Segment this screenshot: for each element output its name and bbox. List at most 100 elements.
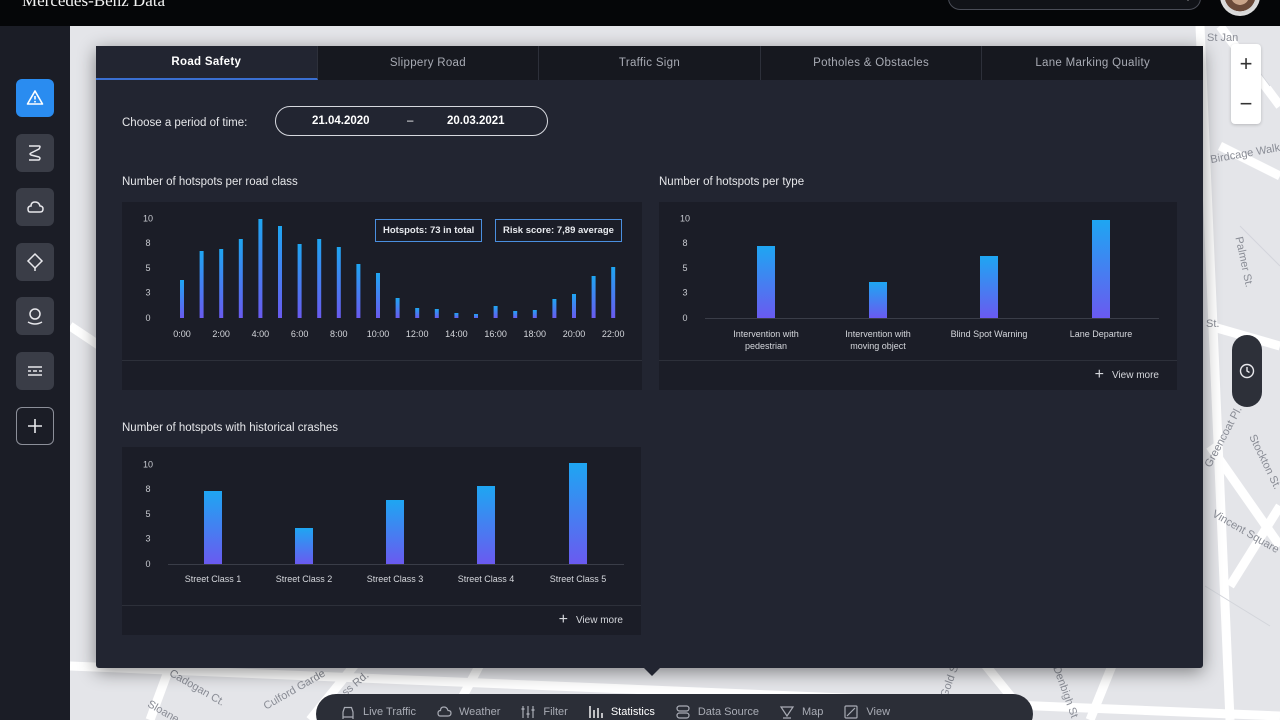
pothole-layer-button[interactable] (16, 297, 54, 335)
x-tick-label: moving object (850, 341, 906, 351)
bar-street-class-5[interactable] (569, 463, 587, 564)
road-layer-button[interactable] (16, 134, 54, 172)
bar-street-class-1[interactable] (204, 491, 222, 564)
x-tick-label: 0:00 (173, 329, 191, 339)
chart-road-class: 0 3 5 8 10 0:00 2:00 4:00 6:00 8:00 10:00 12:00 14:0… (122, 202, 642, 390)
bar-15:00[interactable] (474, 314, 478, 318)
bar-street-class-4[interactable] (477, 486, 495, 564)
bar-10:00[interactable] (376, 273, 380, 318)
bar-intervention-with-pedestrian[interactable] (757, 246, 775, 318)
x-tick-label: 22:00 (602, 329, 625, 339)
x-tick-label: Blind Spot Warning (951, 329, 1028, 339)
x-tick-label: Lane Departure (1070, 329, 1133, 339)
bar-street-class-3[interactable] (386, 500, 404, 564)
location-pin-icon (27, 308, 43, 325)
bar-21:00[interactable] (591, 276, 596, 318)
nav-label: Statistics (610, 706, 655, 718)
bar-20:00[interactable] (572, 294, 576, 318)
nav-live-traffic[interactable]: Live Traffic (340, 704, 416, 720)
nav-weather[interactable]: Weather (436, 704, 500, 720)
chart-road-class-plot: 0 3 5 8 10 0:00 2:00 4:00 6:00 8:00 10:00 12:00 14:0… (143, 213, 625, 339)
bar-5:00[interactable] (278, 226, 282, 318)
tab-traffic-sign[interactable]: Traffic Sign (539, 46, 761, 80)
x-tick-label: Street Class 3 (367, 574, 424, 584)
nav-label: Filter (543, 706, 568, 718)
bar-18:00[interactable] (532, 310, 537, 318)
lane-layer-button[interactable] (16, 352, 54, 390)
x-tick-label: 2:00 (212, 329, 230, 339)
nav-statistics[interactable]: Statistics (588, 704, 655, 720)
zoom-out-button[interactable]: − (1239, 91, 1253, 116)
y-tick-label: 5 (145, 263, 150, 273)
bar-lane-departure[interactable] (1092, 220, 1110, 318)
add-layer-button[interactable] (16, 407, 54, 445)
chart-title-crashes: Number of hotspots with historical crash… (122, 422, 339, 434)
cloud-icon (27, 201, 44, 213)
chart-type-plot: 0 3 5 8 10 Intervention with pedestrian Interve… (680, 213, 1159, 351)
category-tabs: Road Safety Slippery Road Traffic Sign P… (96, 46, 1203, 80)
view-more-label: View more (1111, 369, 1159, 381)
bar-3:00[interactable] (238, 239, 243, 318)
nav-label: Map (802, 706, 824, 718)
chart-type: 0 3 5 8 10 Intervention with pedestrian Interve… (659, 202, 1177, 390)
bar-7:00[interactable] (317, 239, 322, 318)
street-label: St Jan (1207, 32, 1239, 44)
plus-icon (28, 419, 42, 433)
top-bar: Mercedes-Benz Data (0, 0, 1280, 26)
bar-17:00[interactable] (513, 311, 518, 318)
road-icon (29, 145, 41, 161)
bar-8:00[interactable] (336, 247, 341, 318)
zoom-in-button[interactable]: + (1239, 51, 1253, 76)
warning-icon (26, 90, 44, 105)
nav-view[interactable]: View (843, 704, 890, 720)
bar-9:00[interactable] (356, 264, 361, 318)
tab-road-safety[interactable]: Road Safety (96, 46, 318, 80)
x-tick-label: 12:00 (406, 329, 429, 339)
date-range-picker[interactable]: 21.04.2020 – 20.03.2021 (275, 106, 548, 136)
bar-chart-icon (589, 706, 603, 718)
nav-map[interactable]: Map (779, 704, 823, 720)
warning-layer-button[interactable] (16, 79, 54, 117)
hotspots-total-badge: Hotspots: 73 in total (375, 219, 483, 242)
bar-6:00[interactable] (297, 244, 302, 318)
bar-4:00[interactable] (258, 219, 263, 318)
y-tick-label: 8 (145, 484, 150, 494)
bar-19:00[interactable] (552, 299, 557, 318)
view-more-button[interactable]: + View more (1095, 367, 1159, 383)
x-tick-label: 10:00 (367, 329, 390, 339)
tab-slippery-road[interactable]: Slippery Road (318, 46, 540, 80)
bar-blind-spot-warning[interactable] (980, 256, 998, 318)
bar-1:00[interactable] (199, 251, 204, 318)
bar-22:00[interactable] (611, 267, 616, 318)
date-from[interactable]: 21.04.2020 (312, 115, 370, 127)
tab-potholes-obstacles[interactable]: Potholes & Obstacles (761, 46, 983, 80)
date-to[interactable]: 20.03.2021 (447, 115, 505, 127)
y-tick-label: 3 (145, 534, 150, 544)
tab-lane-marking-quality[interactable]: Lane Marking Quality (1035, 57, 1150, 69)
history-button[interactable] (1232, 335, 1262, 407)
y-tick-label: 10 (680, 213, 690, 223)
x-tick-label: pedestrian (745, 341, 787, 351)
nav-data-source[interactable]: Data Source (675, 704, 759, 720)
panel-pointer (643, 667, 661, 676)
view-icon (844, 705, 859, 719)
bar-11:00[interactable] (395, 298, 400, 318)
weather-layer-button[interactable] (16, 188, 54, 226)
bar-0:00[interactable] (180, 280, 184, 318)
view-more-button[interactable]: + View more (559, 612, 623, 628)
sign-layer-button[interactable] (16, 243, 54, 281)
bar-2:00[interactable] (219, 249, 224, 318)
chevron-down-icon (1187, 0, 1189, 1)
app-title: Mercedes-Benz Data (22, 0, 166, 10)
nav-filter[interactable]: Filter (520, 704, 568, 720)
bar-16:00[interactable] (493, 306, 498, 318)
bar-13:00[interactable] (434, 309, 439, 318)
avatar[interactable] (1220, 0, 1260, 16)
bar-12:00[interactable] (415, 308, 420, 318)
bar-street-class-2[interactable] (295, 528, 313, 564)
bar-intervention-with-moving-object[interactable] (869, 282, 887, 318)
left-toolbar (0, 26, 70, 720)
bar-14:00[interactable] (454, 313, 459, 318)
period-label: Choose a period of time: (122, 117, 248, 129)
search-input[interactable] (948, 0, 1201, 10)
